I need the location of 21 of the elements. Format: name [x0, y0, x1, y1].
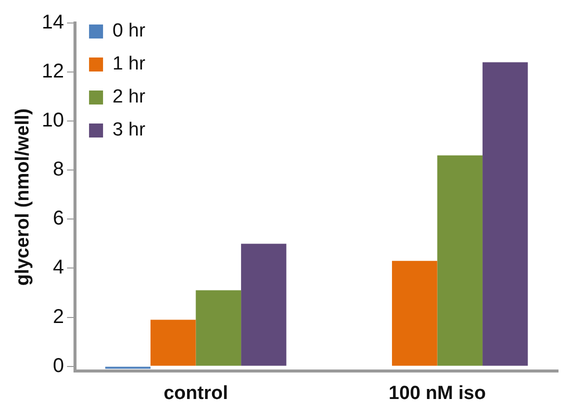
bar: [150, 320, 196, 366]
x-tick-label: control: [164, 382, 228, 404]
bar: [482, 62, 528, 366]
legend-label: 3 hr: [112, 120, 146, 141]
y-tick-label: 10: [42, 110, 64, 132]
y-tick-label: 0: [52, 354, 64, 377]
y-tick-label: 6: [52, 208, 64, 230]
legend-label: 0 hr: [112, 20, 146, 42]
bar: [196, 290, 242, 366]
y-tick-label: 2: [52, 306, 64, 328]
bar: [241, 244, 286, 366]
bar: [392, 260, 438, 366]
y-axis-title: glycerol (nmol/well): [12, 108, 34, 286]
y-tick-label: 12: [42, 60, 64, 83]
y-tick-label: 14: [42, 12, 64, 34]
legend-label: 1 hr: [112, 54, 146, 75]
legend-label: 2 hr: [112, 86, 146, 108]
x-tick-label: 100 nM iso: [388, 382, 486, 404]
y-tick-label: 8: [52, 158, 64, 181]
bar: [437, 155, 483, 366]
y-tick-label: 4: [52, 256, 64, 279]
